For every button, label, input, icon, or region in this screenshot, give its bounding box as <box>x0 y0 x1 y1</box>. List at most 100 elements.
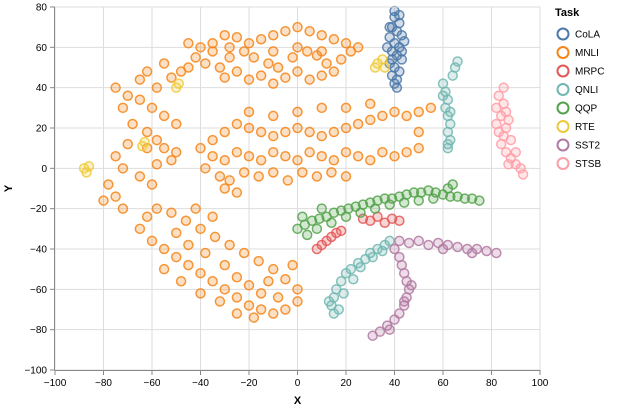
x-tick-label: 20 <box>340 378 352 389</box>
data-point <box>403 237 415 249</box>
data-point <box>214 296 226 307</box>
data-point <box>141 211 153 222</box>
data-point <box>491 247 502 259</box>
data-point <box>369 62 381 73</box>
legend-items: CoLA MNLI MRPC QNLI QQP RTE SST2 STSB <box>556 27 604 170</box>
data-point <box>328 126 340 138</box>
data-point <box>224 42 235 53</box>
data-point <box>268 146 279 158</box>
data-point <box>243 300 255 311</box>
data-point <box>406 280 417 291</box>
data-point <box>268 29 279 41</box>
data-point <box>238 247 250 259</box>
data-point <box>316 203 327 214</box>
legend-label: STSB <box>575 159 601 170</box>
data-point <box>384 199 395 210</box>
data-point <box>459 193 471 204</box>
x-tick-label: −40 <box>192 378 209 389</box>
data-point <box>272 62 284 73</box>
y-tick-label: −60 <box>30 285 47 296</box>
data-point <box>304 25 315 37</box>
data-point <box>408 187 420 198</box>
data-point <box>428 193 439 204</box>
data-point <box>311 243 323 255</box>
data-point <box>328 66 340 77</box>
data-point <box>219 29 230 41</box>
data-point <box>355 261 366 273</box>
data-point <box>243 122 255 134</box>
data-point <box>146 235 158 247</box>
data-point <box>243 150 255 162</box>
data-point <box>214 62 226 73</box>
data-point <box>117 102 129 114</box>
data-point <box>365 155 376 166</box>
data-point <box>316 29 327 41</box>
data-point <box>396 46 408 57</box>
data-point <box>195 223 206 235</box>
data-point <box>398 36 410 47</box>
data-point <box>243 74 255 85</box>
data-point <box>255 288 267 299</box>
data-point <box>158 58 170 69</box>
y-tick-label: 40 <box>36 83 48 94</box>
x-axis: −100 −80 −60 −40 −20 0 20 40 60 80 100 <box>44 370 549 389</box>
data-point <box>323 296 335 307</box>
data-point <box>335 225 347 237</box>
series-qqp <box>292 179 485 241</box>
data-point <box>398 296 410 307</box>
data-point <box>231 66 243 77</box>
data-point <box>377 146 388 158</box>
data-point <box>158 263 170 275</box>
data-point <box>389 243 400 255</box>
data-point <box>401 110 412 122</box>
data-point <box>248 312 260 323</box>
data-point <box>166 72 177 83</box>
data-point <box>292 21 303 33</box>
data-point <box>195 288 206 299</box>
legend-label: RTE <box>575 122 595 133</box>
data-point <box>231 271 243 283</box>
data-point <box>292 296 303 307</box>
data-point <box>207 211 218 222</box>
legend-symbol <box>556 27 570 41</box>
data-point <box>280 25 291 37</box>
data-point <box>171 227 182 239</box>
data-point <box>151 134 163 146</box>
data-point <box>384 21 395 33</box>
data-point <box>255 34 267 45</box>
data-point <box>117 203 129 214</box>
data-point <box>379 62 391 73</box>
data-point <box>292 122 303 134</box>
legend-symbol <box>556 83 570 96</box>
data-point <box>183 259 194 271</box>
data-point <box>137 140 148 152</box>
series-rte <box>78 54 391 178</box>
data-point <box>365 114 376 126</box>
data-point <box>190 52 201 63</box>
data-point <box>141 66 153 77</box>
data-point <box>127 118 138 130</box>
data-point <box>394 235 405 247</box>
x-tick-label: −80 <box>95 378 112 389</box>
data-point <box>263 58 274 69</box>
data-point <box>301 46 313 57</box>
data-point <box>117 163 129 174</box>
legend-label: MNLI <box>575 48 599 59</box>
data-point <box>268 46 279 57</box>
data-point <box>413 106 424 118</box>
data-point <box>134 223 146 235</box>
legend-symbol <box>556 138 570 152</box>
legend-title: Task <box>555 7 580 19</box>
data-point <box>292 284 303 295</box>
data-point <box>207 38 218 49</box>
data-point <box>219 72 230 83</box>
x-tick-label: 80 <box>486 378 498 389</box>
data-point <box>316 70 327 81</box>
legend-label: CoLA <box>575 30 600 41</box>
data-point <box>263 276 274 287</box>
series-cola <box>381 5 410 93</box>
data-point <box>183 239 194 251</box>
data-point <box>401 146 412 158</box>
data-point <box>352 150 364 162</box>
data-point <box>238 167 250 178</box>
